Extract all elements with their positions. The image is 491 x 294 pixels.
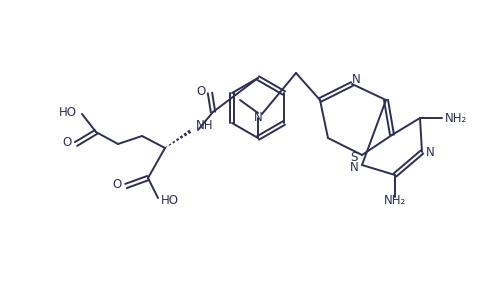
Text: N: N [254,111,262,123]
Text: O: O [112,178,122,191]
Text: S: S [350,151,357,163]
Text: N: N [350,161,358,173]
Text: N: N [426,146,435,158]
Text: NH₂: NH₂ [384,193,406,206]
Text: N: N [352,73,360,86]
Text: NH: NH [196,118,214,131]
Text: O: O [196,84,206,98]
Text: HO: HO [59,106,77,118]
Text: NH₂: NH₂ [445,111,467,124]
Text: O: O [62,136,72,148]
Text: HO: HO [161,193,179,206]
